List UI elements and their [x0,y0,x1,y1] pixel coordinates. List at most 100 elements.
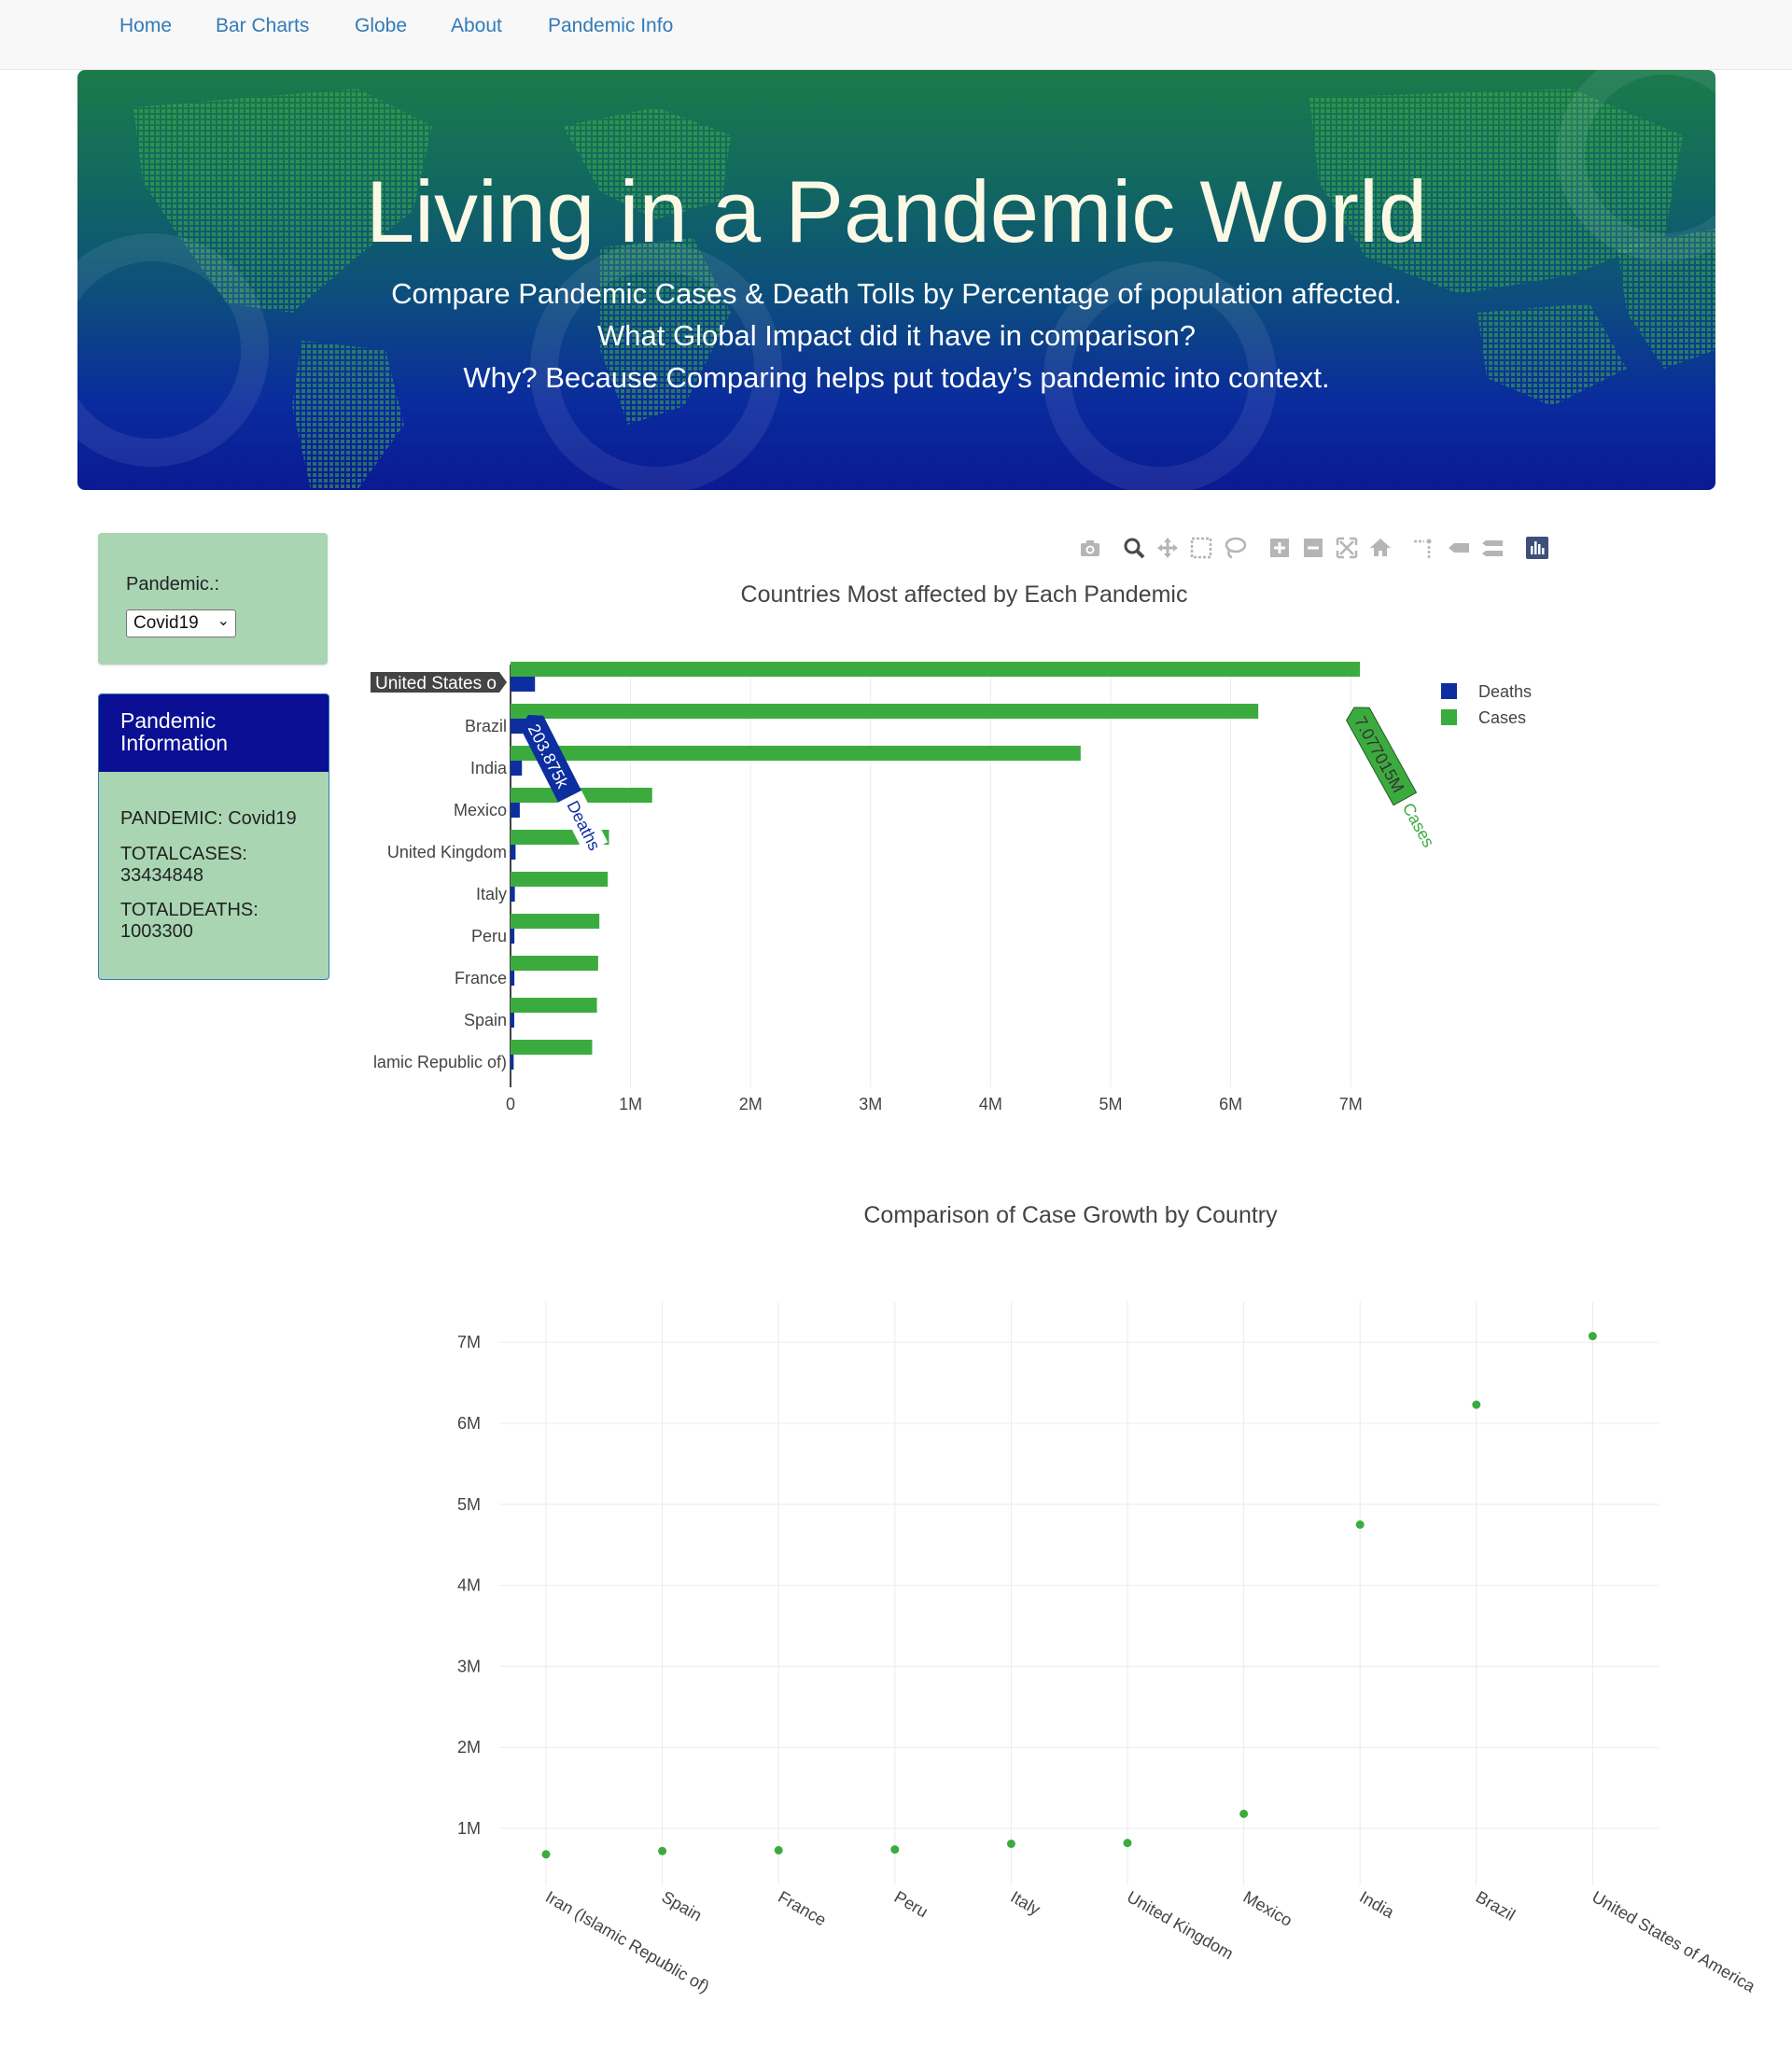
scatter-point-iran-islamic-republic-of[interactable] [541,1850,551,1859]
scatter-point-spain[interactable] [658,1846,667,1855]
hover-category-label: United States o [375,674,497,693]
bar-y-tick-label: Italy [476,885,507,903]
legend-swatch-deaths[interactable] [1441,683,1457,699]
pan-icon[interactable] [1155,536,1180,560]
nav-pandemic-info-link[interactable]: Pandemic Info [548,15,674,36]
bar-x-tick-label: 7M [1339,1095,1363,1113]
bar-y-tick-label: Brazil [465,717,507,735]
pandemic-info-panel: Pandemic Information PANDEMIC: Covid19 T… [98,693,329,980]
legend-swatch-cases[interactable] [1441,709,1457,725]
bar-x-tick-label: 6M [1219,1095,1242,1113]
nav-home-link[interactable]: Home [119,15,173,36]
zoom-out-icon[interactable] [1301,536,1325,560]
nav-globe-link[interactable]: Globe [355,15,408,36]
plotly-logo-icon[interactable] [1525,536,1549,560]
hover-closest-icon[interactable] [1447,536,1471,560]
scatter-point-france[interactable] [774,1845,783,1855]
bar-y-tick-label: India [470,759,508,777]
info-totaldeaths-value: 1003300 [120,921,193,942]
info-totaldeaths-label: TOTALDEATHS: [120,900,259,920]
lasso-select-icon[interactable] [1223,536,1247,560]
hover-deaths-name-box [558,790,609,854]
info-pandemic: PANDEMIC: Covid19 [120,808,297,829]
bar-deaths-united-kingdom[interactable] [511,845,516,860]
bar-chart: Countries Most affected by Each Pandemic… [371,581,1532,1113]
camera-icon[interactable] [1078,536,1102,560]
scatter-y-tick-label: 6M [457,1414,481,1433]
bar-deaths-mexico[interactable] [511,803,520,818]
bar-x-tick-label: 3M [859,1095,882,1113]
pandemic-selector-label: Pandemic.: [126,574,220,595]
hover-category-label-box [371,672,507,693]
pandemic-info-heading: Pandemic Information [120,708,229,755]
bar-x-tick-label: 4M [979,1095,1002,1113]
hover-deaths-box [520,715,581,803]
nav-about-link[interactable]: About [451,15,502,36]
scatter-x-tick-label: United States of America [1589,1887,1758,1996]
bar-cases-brazil[interactable] [511,704,1259,719]
scatter-y-tick-label: 7M [457,1333,481,1351]
bar-deaths-india[interactable] [511,761,523,776]
bar-x-tick-label: 0 [506,1095,515,1113]
hero-banner: Living in a Pandemic World Compare Pande… [77,70,1715,490]
pandemic-info-header: Pandemic Information [99,694,329,772]
bar-y-tick-label: France [455,969,507,987]
scatter-x-tick-label: Spain [659,1887,706,1925]
bar-deaths-peru[interactable] [511,929,515,944]
scatter-chart: Comparison of Case Growth by Country 1M 2… [457,1202,1759,1996]
bar-y-tick-label: lamic Republic of) [373,1053,507,1071]
scatter-point-brazil[interactable] [1472,1400,1481,1409]
autoscale-icon[interactable] [1335,536,1359,560]
scatter-point-united-states-of-america[interactable] [1588,1332,1597,1341]
pandemic-select-value: Covid19 [133,613,199,633]
nav-bar-charts-link[interactable]: Bar Charts [216,15,310,36]
scatter-x-tick-label: United Kingdom [1124,1887,1237,1963]
box-select-icon[interactable] [1189,536,1213,560]
bar-cases-united-states-of-america[interactable] [511,662,1361,677]
bar-deaths-united-states-of-america[interactable] [511,677,536,692]
scatter-point-united-kingdom[interactable] [1123,1839,1132,1848]
bar-y-tick-label: Spain [464,1011,507,1029]
bar-cases-india[interactable] [511,746,1081,761]
reset-axes-icon[interactable] [1368,536,1393,560]
hero-subtitle-line-3: Why? Because Comparing helps put today’s… [463,361,1330,394]
bar-deaths-spain[interactable] [511,1013,514,1028]
bar-x-tick-label: 5M [1099,1095,1122,1113]
hover-cases-box [1346,707,1418,806]
bar-cases-france[interactable] [511,956,598,971]
zoom-icon[interactable] [1122,536,1146,560]
info-totalcases-value: 33434848 [120,865,203,886]
bar-x-tick-label: 1M [619,1095,642,1113]
bar-cases-italy[interactable] [511,872,609,887]
hero-subtitle-line-1: Compare Pandemic Cases & Death Tolls by … [391,277,1402,310]
scatter-x-tick-label: Peru [891,1887,931,1921]
bar-deaths-italy[interactable] [511,887,515,902]
bar-chart-title: Countries Most affected by Each Pandemic [741,581,1188,608]
scatter-x-tick-label: Brazil [1473,1887,1519,1925]
spike-lines-icon[interactable] [1411,536,1435,560]
scatter-point-peru[interactable] [890,1845,900,1855]
scatter-y-tick-label: 4M [457,1576,481,1595]
bar-cases-iran-islamic-republic-of[interactable] [511,1040,593,1055]
scatter-point-italy[interactable] [1006,1839,1015,1848]
hover-compare-icon[interactable] [1480,536,1505,560]
bar-deaths-france[interactable] [511,971,515,986]
bar-y-tick-label: United Kingdom [387,843,507,861]
bar-cases-spain[interactable] [511,998,597,1013]
scatter-point-mexico[interactable] [1239,1809,1249,1818]
scatter-chart-title: Comparison of Case Growth by Country [863,1202,1278,1228]
zoom-in-icon[interactable] [1267,536,1292,560]
scatter-x-tick-label: Mexico [1240,1887,1295,1930]
hover-cases-name: Cases [1399,800,1438,850]
scatter-x-tick-label: France [775,1887,830,1929]
bar-cases-peru[interactable] [511,914,600,929]
hero-subtitle-line-2: What Global Impact did it have in compar… [597,319,1196,352]
navbar: Home Bar Charts Globe About Pandemic Inf… [0,0,1792,70]
hero-title: Living in a Pandemic World [365,162,1428,260]
legend-label-deaths[interactable]: Deaths [1478,682,1532,701]
bar-deaths-iran-islamic-republic-of[interactable] [511,1055,514,1070]
legend-label-cases[interactable]: Cases [1478,708,1526,727]
pandemic-select[interactable]: Covid19 ⌄ [126,609,236,637]
scatter-point-india[interactable] [1355,1520,1365,1529]
world-map-background [77,70,1715,490]
